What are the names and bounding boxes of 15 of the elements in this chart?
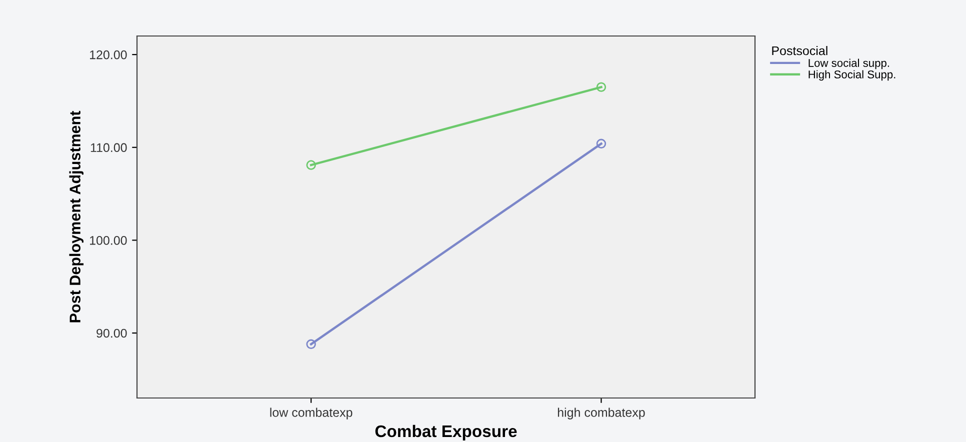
point <box>596 82 606 92</box>
y-tick-label: 90.00 <box>96 328 127 338</box>
point <box>596 138 606 149</box>
x-axis-title: Combat Exposure <box>375 424 517 440</box>
y-axis-title: Post Deployment Adjustment <box>69 110 84 322</box>
point <box>306 339 316 350</box>
point <box>306 160 316 170</box>
y-tick-label: 120.00 <box>90 50 127 60</box>
legend-label: High Social Supp. <box>808 70 896 81</box>
y-tick-label: 100.00 <box>90 236 127 245</box>
y-tick-label: 110.00 <box>90 143 127 152</box>
x-tick-label: high combatexp <box>558 408 645 420</box>
x-tick-label: low combatexp <box>270 408 352 420</box>
legend-title: Postsocial <box>772 46 828 56</box>
legend-label: Low social supp. <box>808 58 889 70</box>
